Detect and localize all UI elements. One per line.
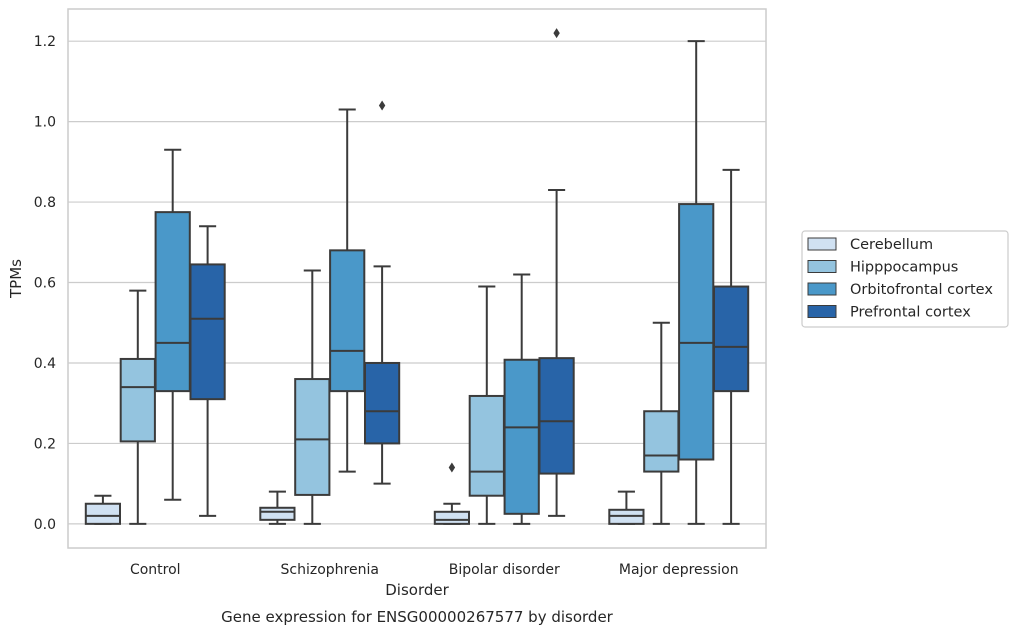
box-body xyxy=(363,361,401,445)
box-3 xyxy=(712,168,750,525)
legend-label: Orbitofrontal cortex xyxy=(850,282,993,298)
chart-title: Gene expression for ENSG00000267577 by d… xyxy=(221,608,614,626)
outlier-point xyxy=(553,28,560,39)
box-3 xyxy=(189,225,226,517)
legend-swatch xyxy=(807,282,837,296)
box-0 xyxy=(259,490,296,525)
box-3 xyxy=(363,100,401,485)
box-3 xyxy=(538,28,575,517)
legend-frame xyxy=(801,230,1009,328)
legend-swatch xyxy=(807,237,837,251)
legend-label: Cerebellum xyxy=(850,237,933,253)
plot-frame xyxy=(67,8,767,549)
y-tick-label: 0.6 xyxy=(34,276,56,292)
box-body xyxy=(503,358,540,515)
box-0 xyxy=(433,462,471,525)
legend-label: Hipppocampus xyxy=(850,260,958,276)
box-body xyxy=(538,357,575,475)
y-axis-label: TPMs xyxy=(7,259,25,299)
box-2 xyxy=(154,148,191,501)
legend: Cerebellum Hipppocampus Orbitofrontal cort… xyxy=(801,230,1009,328)
box-1 xyxy=(294,269,331,525)
box-1 xyxy=(643,321,680,525)
y-tick-label: 1.2 xyxy=(34,34,56,50)
box-body xyxy=(119,357,156,443)
x-tick-label: Bipolar disorder xyxy=(449,562,560,578)
x-axis-ticks: Control Schizophrenia Bipolar disorder Majo… xyxy=(130,562,739,578)
box-2 xyxy=(678,40,715,525)
y-tick-label: 1.0 xyxy=(34,115,56,131)
box-body xyxy=(259,506,296,521)
box-body xyxy=(712,285,750,393)
y-tick-label: 0.8 xyxy=(34,195,56,211)
box-body xyxy=(154,211,191,393)
outlier-point xyxy=(378,100,386,111)
box-body xyxy=(329,249,366,393)
legend-label: Prefrontal cortex xyxy=(850,305,971,321)
x-tick-label: Schizophrenia xyxy=(281,562,379,578)
legend-swatch xyxy=(807,305,837,318)
box-body xyxy=(84,502,122,525)
box-body xyxy=(678,203,715,461)
box-body xyxy=(433,510,471,525)
box-1 xyxy=(119,289,156,525)
y-axis-ticks: 0.0 0.2 0.4 0.6 0.8 1.0 1.2 xyxy=(34,34,56,533)
box-body xyxy=(468,394,505,497)
y-tick-label: 0.2 xyxy=(34,436,56,452)
legend-swatch xyxy=(807,260,837,273)
box-plots xyxy=(84,28,750,525)
outlier-point xyxy=(448,462,456,473)
box-body xyxy=(643,410,680,473)
y-tick-label: 0.4 xyxy=(34,356,56,372)
box-0 xyxy=(608,490,645,525)
y-tick-label: 0.0 xyxy=(34,517,56,533)
box-2 xyxy=(503,273,540,525)
box-body xyxy=(294,378,331,496)
box-0 xyxy=(84,494,122,525)
box-2 xyxy=(329,108,366,473)
box-body xyxy=(189,263,226,401)
box-body xyxy=(608,508,645,525)
x-axis-label: Disorder xyxy=(385,581,449,599)
x-tick-label: Control xyxy=(130,562,181,578)
x-tick-label: Major depression xyxy=(619,562,739,578)
box-1 xyxy=(468,285,505,525)
